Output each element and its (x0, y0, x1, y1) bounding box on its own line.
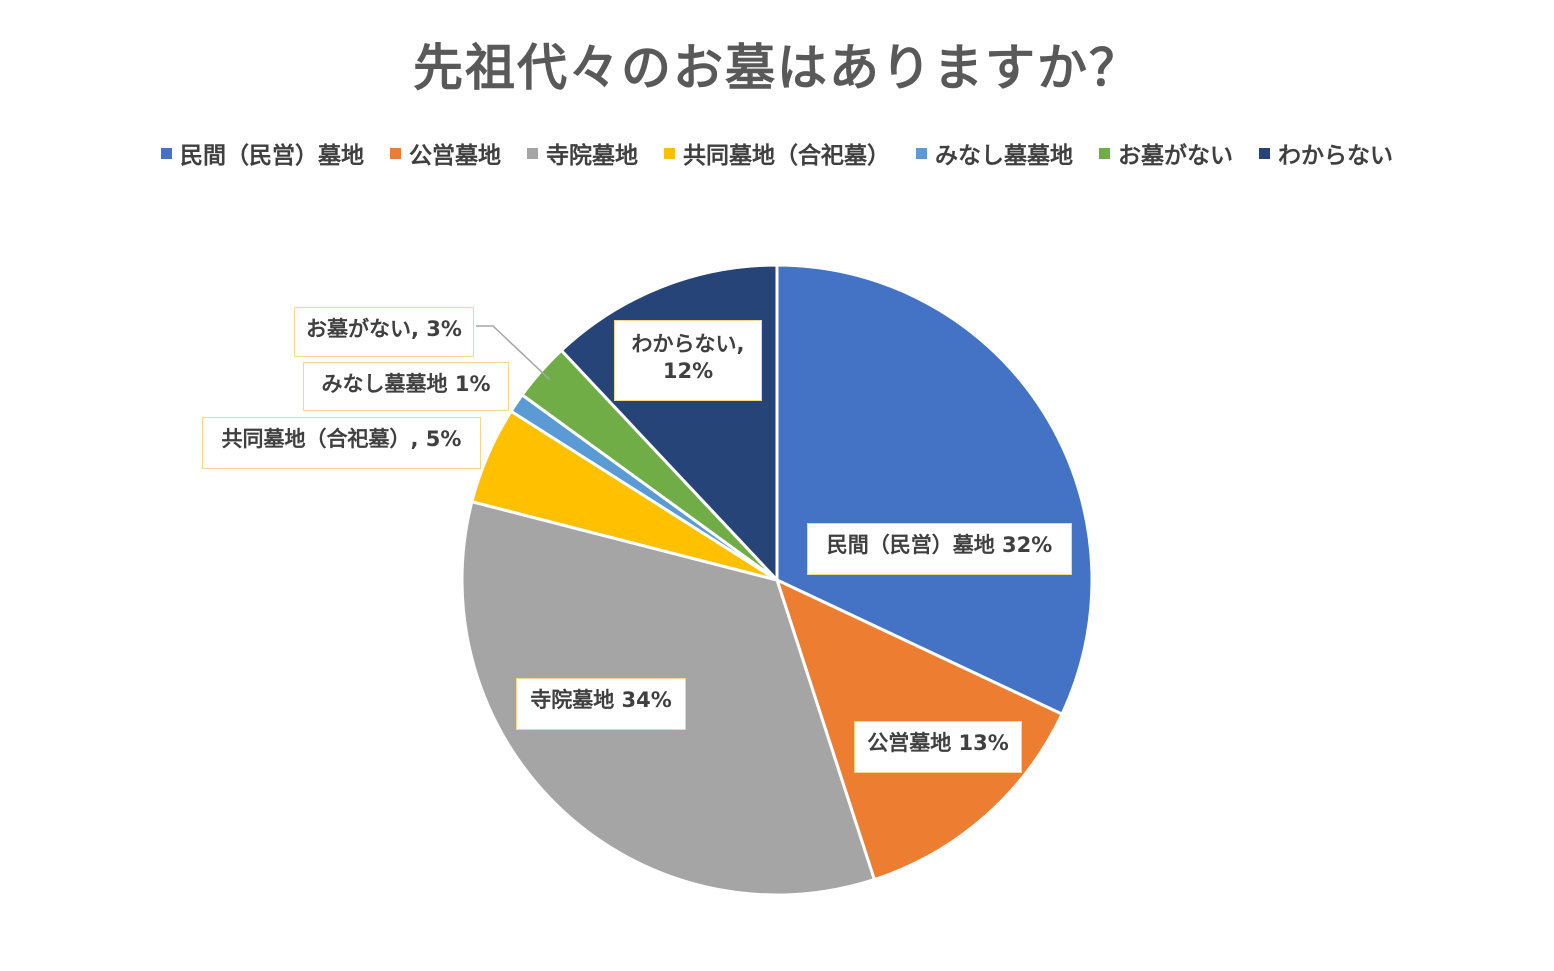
data-label: わからない, 12% (614, 320, 762, 401)
legend-swatch (527, 147, 538, 159)
data-label: 寺院墓地 34% (516, 678, 686, 730)
legend-label: 公営墓地 (409, 143, 501, 169)
legend-swatch (916, 147, 927, 159)
leader-line (476, 325, 551, 381)
legend-label: みなし墓墓地 (935, 143, 1073, 169)
data-label: 共同墓地（合祀墓）, 5% (202, 417, 481, 469)
data-label: 公営墓地 13% (854, 721, 1022, 773)
legend-item: 公営墓地 (390, 136, 501, 170)
legend-item: わからない (1259, 136, 1393, 170)
legend-swatch (1259, 147, 1270, 159)
data-label: みなし墓墓地 1% (303, 362, 509, 411)
legend: 民間（民営）墓地 公営墓地 寺院墓地 共同墓地（合祀墓） みなし墓墓地 お墓がない わからな… (0, 136, 1554, 170)
chart-title: 先祖代々のお墓はありますか？ (413, 39, 1141, 97)
legend-swatch (390, 147, 401, 159)
data-label: 民間（民営）墓地 32% (807, 523, 1072, 575)
legend-item: みなし墓墓地 (916, 136, 1073, 170)
legend-label: 共同墓地（合祀墓） (683, 143, 890, 169)
data-label: お墓がない, 3% (294, 307, 474, 357)
legend-label: 民間（民営）墓地 (180, 143, 364, 169)
legend-swatch (1099, 147, 1110, 159)
legend-item: お墓がない (1099, 136, 1233, 170)
legend-item: 寺院墓地 (527, 136, 638, 170)
legend-label: 寺院墓地 (546, 143, 638, 169)
legend-item: 共同墓地（合祀墓） (664, 136, 890, 170)
legend-swatch (161, 147, 172, 159)
legend-item: 民間（民営）墓地 (161, 136, 364, 170)
legend-label: お墓がない (1118, 143, 1233, 169)
pie-slice (775, 263, 1094, 716)
legend-swatch (664, 147, 675, 159)
legend-label: わからない (1278, 143, 1393, 169)
